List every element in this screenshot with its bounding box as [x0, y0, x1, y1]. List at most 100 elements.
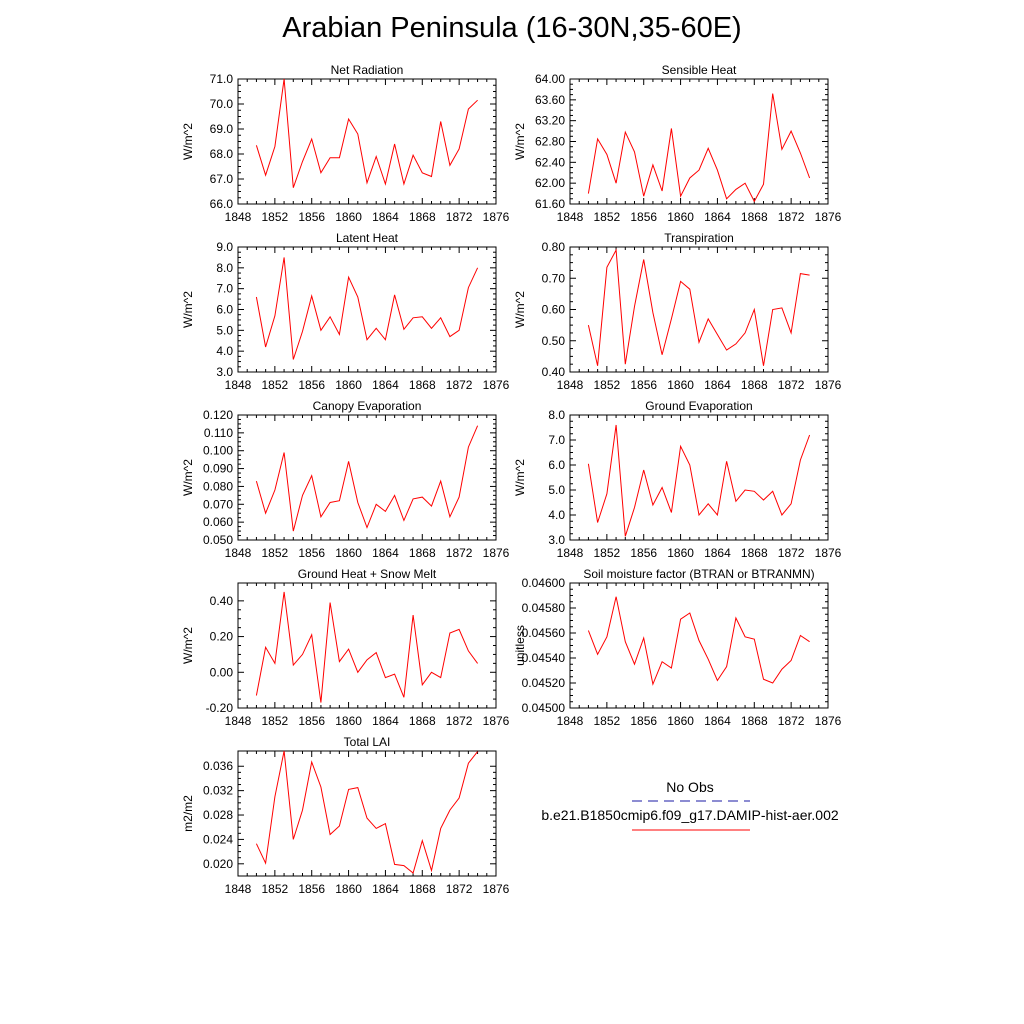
x-tick-label: 1852	[262, 546, 289, 560]
panel-title: Canopy Evaporation	[313, 399, 422, 413]
x-tick-label: 1864	[704, 714, 731, 728]
x-tick-label: 1860	[667, 714, 694, 728]
figure-title: Arabian Peninsula (16-30N,35-60E)	[282, 12, 742, 44]
x-tick-label: 1864	[372, 210, 399, 224]
x-tick-label: 1852	[594, 714, 621, 728]
x-tick-label: 1848	[225, 546, 252, 560]
panel-title: Transpiration	[664, 231, 734, 245]
x-tick-label: 1852	[594, 378, 621, 392]
legend-obs-label: No Obs	[666, 779, 713, 795]
x-tick-label: 1868	[741, 378, 768, 392]
series-line	[255, 750, 478, 874]
x-tick-label: 1868	[741, 714, 768, 728]
x-tick-label: 1856	[298, 882, 325, 896]
x-tick-label: 1876	[483, 714, 510, 728]
y-tick-label: 9.0	[216, 240, 233, 254]
panels-group: Net Radiation 1848 1852 1856 1860 1864 1868 187…	[181, 63, 842, 896]
chart-panel: Latent Heat 1848 1852 1856 1860 1864 1868 1872 1…	[181, 231, 510, 392]
x-tick-label: 1864	[372, 882, 399, 896]
chart-panel: Sensible Heat 1848 1852 1856 1860 1864 1868 187…	[513, 63, 842, 224]
y-tick-label: 0.60	[542, 303, 566, 317]
series-line	[587, 596, 810, 686]
x-tick-label: 1860	[335, 378, 362, 392]
y-tick-label: 8.0	[216, 261, 233, 275]
y-tick-label: 0.020	[203, 857, 233, 871]
y-axis-label: W/m^2	[181, 459, 195, 496]
y-tick-label: 7.0	[216, 282, 233, 296]
y-tick-label: 0.024	[203, 832, 233, 846]
chart-panel: Transpiration 1848 1852 1856 1860 1864 1868 187…	[513, 231, 842, 392]
y-axis-label: m2/m2	[181, 795, 195, 832]
y-tick-label: 62.40	[535, 155, 565, 169]
panel-title: Net Radiation	[331, 63, 404, 77]
x-tick-label: 1876	[483, 378, 510, 392]
x-tick-label: 1872	[778, 378, 805, 392]
x-tick-label: 1848	[557, 546, 584, 560]
legend: No Obs b.e21.B1850cmip6.f09_g17.DAMIP-hi…	[541, 779, 839, 831]
y-tick-label: 0.40	[210, 594, 234, 608]
x-tick-label: 1856	[630, 546, 657, 560]
y-tick-label: 0.00	[210, 665, 234, 679]
panel-title: Soil moisture factor (BTRAN or BTRANMN)	[583, 567, 814, 581]
y-tick-label: 0.04540	[522, 651, 566, 665]
y-axis-label: unitless	[513, 625, 527, 666]
y-tick-label: 0.50	[542, 334, 566, 348]
x-tick-label: 1848	[557, 210, 584, 224]
y-tick-label: 0.04500	[522, 701, 566, 715]
y-tick-label: -0.20	[206, 701, 234, 715]
panel-title: Ground Evaporation	[645, 399, 752, 413]
x-tick-label: 1848	[557, 714, 584, 728]
x-tick-label: 1876	[483, 882, 510, 896]
x-tick-label: 1856	[630, 714, 657, 728]
y-axis-label: W/m^2	[513, 291, 527, 328]
y-tick-label: 0.40	[542, 365, 566, 379]
y-tick-label: 64.00	[535, 72, 565, 86]
panel-title: Sensible Heat	[662, 63, 737, 77]
y-tick-label: 0.110	[204, 426, 233, 440]
x-tick-label: 1852	[262, 378, 289, 392]
x-tick-label: 1860	[667, 378, 694, 392]
x-tick-label: 1856	[630, 378, 657, 392]
x-tick-label: 1860	[335, 210, 362, 224]
y-tick-label: 0.050	[203, 533, 233, 547]
y-tick-label: 67.0	[210, 172, 234, 186]
x-tick-label: 1864	[704, 546, 731, 560]
y-tick-label: 0.04600	[522, 576, 566, 590]
x-tick-label: 1848	[225, 714, 252, 728]
y-tick-label: 0.04520	[522, 676, 566, 690]
x-tick-label: 1868	[409, 882, 436, 896]
plot-frame	[237, 246, 497, 373]
y-axis-label: W/m^2	[513, 459, 527, 496]
y-tick-label: 6.0	[548, 458, 565, 472]
x-tick-label: 1848	[225, 882, 252, 896]
y-tick-label: 69.0	[210, 122, 234, 136]
y-tick-label: 0.70	[542, 271, 566, 285]
y-tick-label: 61.60	[535, 197, 565, 211]
plot-frame	[237, 414, 497, 541]
series-line	[587, 248, 810, 366]
y-tick-label: 3.0	[548, 533, 565, 547]
series-line	[587, 93, 811, 203]
series-line	[255, 425, 479, 532]
y-tick-label: 71.0	[210, 72, 234, 86]
x-tick-label: 1872	[446, 210, 473, 224]
y-axis-label: W/m^2	[181, 627, 195, 664]
y-tick-label: 0.090	[203, 462, 233, 476]
x-tick-label: 1868	[409, 378, 436, 392]
series-line	[587, 424, 811, 537]
x-tick-label: 1872	[446, 882, 473, 896]
y-axis-label: W/m^2	[513, 123, 527, 160]
x-tick-label: 1868	[741, 210, 768, 224]
y-tick-label: 68.0	[210, 147, 234, 161]
y-tick-label: 62.00	[535, 176, 565, 190]
x-tick-label: 1852	[262, 714, 289, 728]
x-tick-label: 1860	[667, 546, 694, 560]
x-tick-label: 1872	[446, 546, 473, 560]
x-tick-label: 1860	[667, 210, 694, 224]
x-tick-label: 1872	[778, 210, 805, 224]
x-tick-label: 1852	[594, 546, 621, 560]
plot-frame	[569, 582, 829, 709]
x-tick-label: 1864	[372, 378, 399, 392]
panel-title: Ground Heat + Snow Melt	[298, 567, 437, 581]
y-tick-label: 4.0	[216, 344, 233, 358]
